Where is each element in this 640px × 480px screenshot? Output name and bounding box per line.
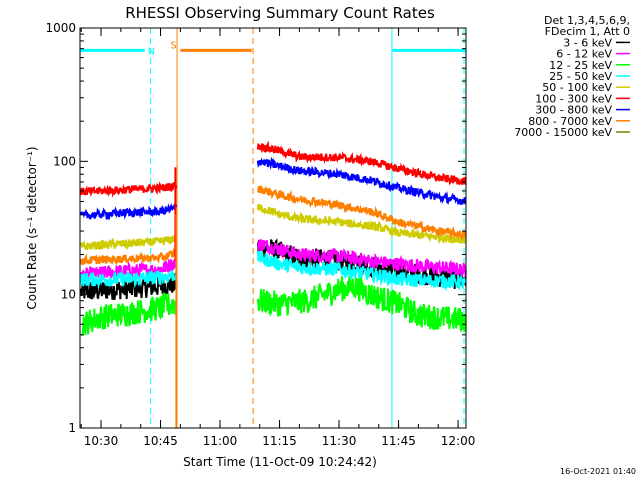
data-layer: NS xyxy=(79,28,467,428)
x-axis-label: Start Time (11-Oct-09 10:24:42) xyxy=(183,455,377,469)
series-line xyxy=(256,156,467,206)
x-tick-label: 11:45 xyxy=(381,434,416,448)
x-tick-label: 10:45 xyxy=(143,434,178,448)
series-line xyxy=(80,257,178,282)
series-line xyxy=(80,269,178,289)
series-line xyxy=(80,181,178,198)
flag-label-n: N xyxy=(148,46,155,57)
legend-entry: 800 - 7000 keV xyxy=(528,115,612,128)
footer-date: 16-Oct-2021 01:40 xyxy=(560,467,636,476)
series-line xyxy=(256,250,467,292)
series-line xyxy=(256,185,467,241)
series-line xyxy=(256,203,467,245)
plot-frame xyxy=(79,27,467,429)
series-line xyxy=(80,234,178,251)
flag-label-s: S xyxy=(170,40,176,51)
series-line xyxy=(256,140,467,186)
series-line xyxy=(256,275,467,333)
x-tick-label: 12:00 xyxy=(441,434,476,448)
chart-title: RHESSI Observing Summary Count Rates xyxy=(125,4,435,22)
series-line xyxy=(80,247,178,267)
x-tick-label: 11:00 xyxy=(203,434,238,448)
series-line xyxy=(80,291,178,337)
legend-header: Det 1,3,4,5,6,9, xyxy=(544,14,630,27)
y-tick-label: 10 xyxy=(61,288,76,302)
series-line xyxy=(256,239,467,277)
legend-entry: 100 - 300 keV xyxy=(535,92,612,105)
x-tick-label: 10:30 xyxy=(84,434,119,448)
y-tick-label: 1 xyxy=(68,421,76,435)
legend-entry: 25 - 50 keV xyxy=(549,70,612,83)
y-tick-label: 1000 xyxy=(45,21,76,35)
legend-entry: 50 - 100 keV xyxy=(542,81,612,94)
legend-entry: 12 - 25 keV xyxy=(549,59,612,72)
y-tick-label: 100 xyxy=(53,154,76,168)
y-axis-label: Count Rate (s⁻¹ detector⁻¹) xyxy=(25,146,39,309)
legend-entry: 6 - 12 keV xyxy=(556,48,612,61)
x-tick-label: 11:30 xyxy=(322,434,357,448)
x-tick-label: 11:15 xyxy=(262,434,297,448)
legend-entry: 7000 - 15000 keV xyxy=(514,126,612,139)
legend: Det 1,3,4,5,6,9,FDecim 1, Att 03 - 6 keV… xyxy=(514,14,630,139)
legend-entry: 3 - 6 keV xyxy=(563,36,612,49)
series-line xyxy=(80,200,178,221)
legend-entry: 300 - 800 keV xyxy=(535,104,612,117)
legend-header: FDecim 1, Att 0 xyxy=(545,25,630,38)
axis-layer: 10:30 10:45 11:00 11:15 11:30 11:45 12:00 1 10 10… xyxy=(45,21,475,448)
